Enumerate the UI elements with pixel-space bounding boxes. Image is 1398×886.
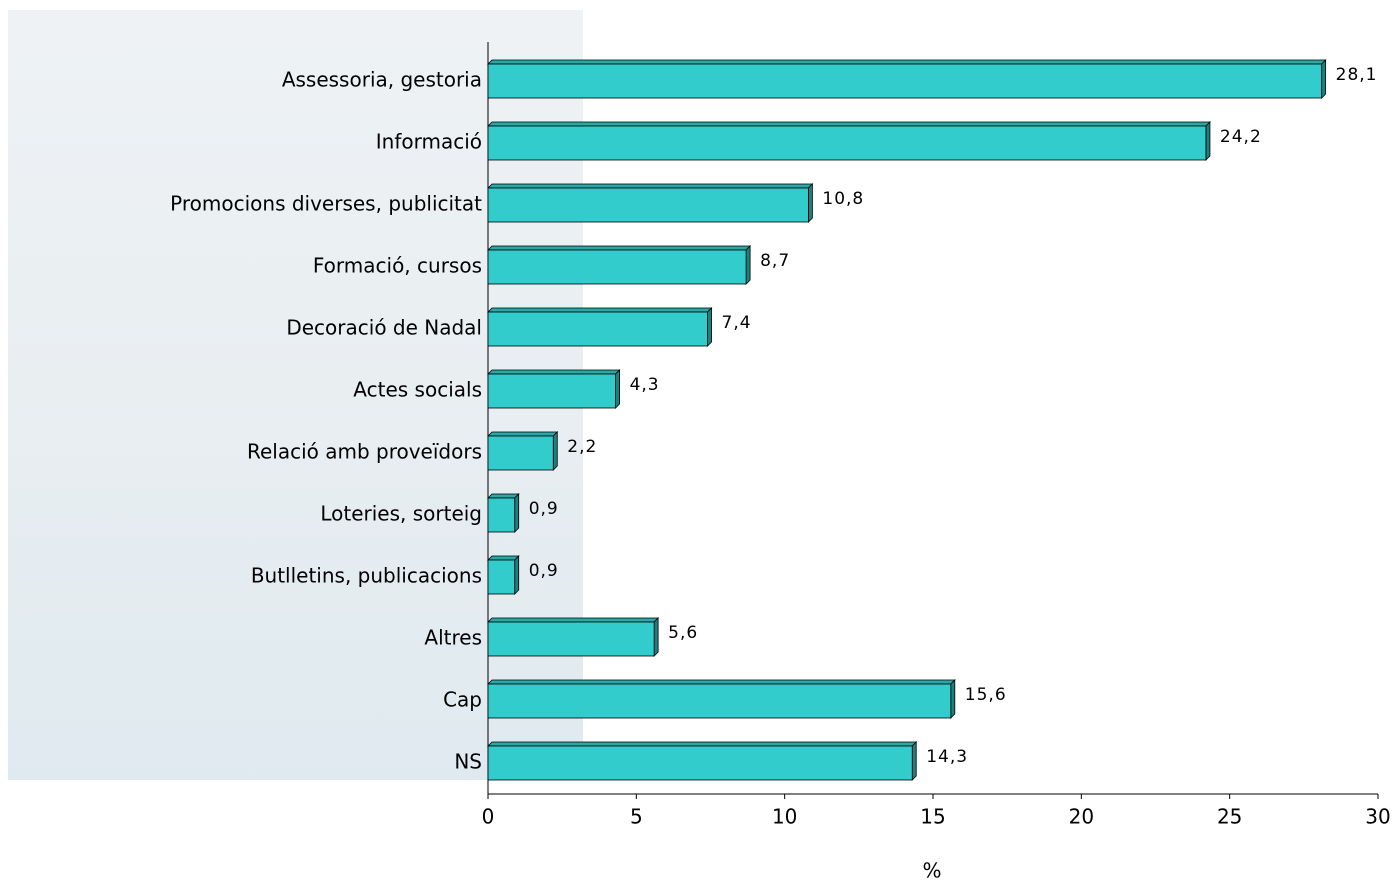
bar-top: [487, 679, 956, 685]
bar-top: [487, 369, 621, 375]
y-tick-label: Actes socials: [353, 378, 482, 402]
x-tick-label: 30: [1365, 805, 1390, 829]
bar: [487, 373, 616, 409]
bar-top: [487, 121, 1211, 127]
bar-side: [552, 431, 558, 471]
bar-top: [487, 245, 752, 251]
y-tick-label: Informació: [376, 130, 482, 154]
y-tick-label: Formació, cursos: [313, 254, 482, 278]
x-tick-label: 15: [920, 805, 945, 829]
bar: [487, 63, 1323, 99]
bar-side: [950, 679, 956, 719]
y-tick-label: Altres: [424, 626, 482, 650]
value-label: 2,2: [567, 437, 597, 457]
bar: [487, 125, 1207, 161]
bar: [487, 249, 747, 285]
bar-side: [808, 183, 813, 223]
bar-top: [487, 183, 814, 189]
background-photo: [8, 10, 583, 780]
bar-side: [615, 369, 620, 409]
value-label: 8,7: [760, 251, 790, 271]
bar-side: [1321, 59, 1327, 99]
y-tick-label: NS: [454, 750, 482, 774]
bar-top: [487, 617, 660, 623]
x-tick-label: 20: [1069, 805, 1094, 829]
bar-side: [911, 741, 917, 781]
bar-side: [1205, 121, 1211, 161]
bar: [487, 559, 516, 595]
value-label: 0,9: [529, 561, 559, 581]
bar-side: [514, 555, 520, 595]
value-label: 24,2: [1220, 127, 1262, 147]
bar-top: [487, 555, 520, 561]
value-label: 7,4: [722, 313, 752, 333]
value-label: 5,6: [668, 623, 698, 643]
bar-top: [487, 59, 1327, 65]
bar-side: [707, 307, 712, 347]
value-label: 0,9: [529, 499, 559, 519]
bar: [487, 187, 809, 223]
bar: [487, 435, 554, 471]
bar: [487, 683, 952, 719]
y-tick-label: Cap: [443, 688, 482, 712]
y-tick-label: Loteries, sorteig: [320, 502, 482, 526]
value-label: 4,3: [630, 375, 660, 395]
value-label: 10,8: [822, 189, 864, 209]
bar-side: [745, 245, 751, 285]
bar-side: [514, 493, 520, 533]
x-axis-label: %: [922, 859, 941, 883]
y-tick-label: Relació amb proveïdors: [247, 440, 482, 464]
bar-top: [487, 493, 520, 499]
bar-top: [487, 307, 713, 313]
y-tick-label: Butlletins, publicacions: [251, 564, 482, 588]
x-tick-label: 25: [1217, 805, 1242, 829]
y-tick-label: Assessoria, gestoria: [282, 68, 482, 92]
bar-top: [487, 741, 918, 747]
x-tick-label: 10: [772, 805, 797, 829]
x-tick-label: 5: [630, 805, 643, 829]
value-label: 14,3: [926, 747, 968, 767]
bar: [487, 621, 655, 657]
bar: [487, 497, 516, 533]
y-tick-label: Decoració de Nadal: [286, 316, 482, 340]
bar: [487, 311, 708, 347]
y-tick-label: Promocions diverses, publicitat: [170, 192, 482, 216]
bar-top: [487, 431, 559, 437]
bar-side: [653, 617, 659, 657]
x-tick-label: 0: [482, 805, 495, 829]
value-label: 28,1: [1336, 65, 1378, 85]
bar: [487, 745, 913, 781]
value-label: 15,6: [965, 685, 1007, 705]
